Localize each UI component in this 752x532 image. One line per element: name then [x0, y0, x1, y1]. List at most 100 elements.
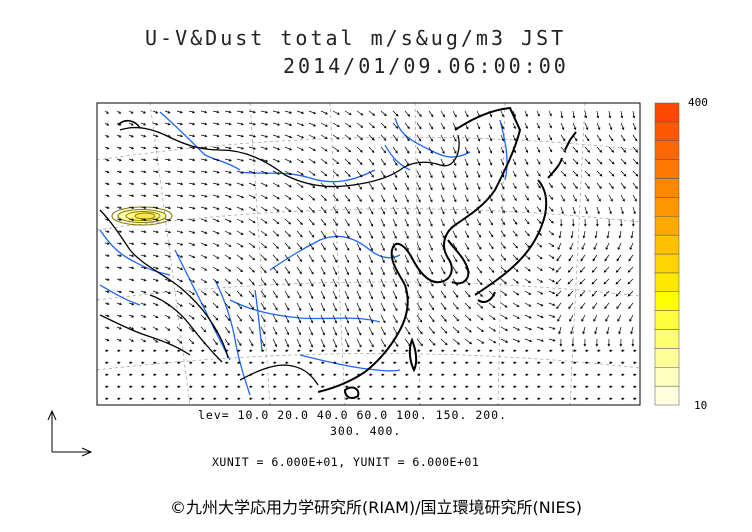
- wind-arrow: [248, 206, 256, 211]
- wind-arrow: [608, 158, 615, 165]
- wind-arrow: [212, 122, 220, 126]
- wind-arrow: [164, 170, 171, 174]
- wind-arrow: [536, 373, 541, 377]
- wind-arrow: [368, 314, 374, 324]
- wind-arrow: [260, 158, 269, 163]
- vector-unit-text: XUNIT = 6.000E+01, YUNIT = 6.000E+01: [212, 455, 480, 469]
- wind-arrow: [572, 349, 577, 353]
- wind-arrow: [572, 194, 577, 202]
- wind-arrow: [500, 338, 509, 343]
- wind-arrow: [524, 110, 528, 117]
- wind-arrow: [224, 182, 232, 186]
- wind-arrow: [524, 266, 531, 272]
- wind-arrow: [607, 338, 611, 347]
- wind-arrow: [440, 266, 446, 275]
- wind-arrow: [452, 230, 457, 239]
- wind-arrow: [404, 373, 409, 377]
- wind-arrow: [595, 218, 599, 227]
- wind-arrow: [284, 338, 290, 348]
- wind-arrow: [320, 278, 326, 288]
- wind-arrow: [571, 218, 575, 227]
- wind-arrow: [248, 146, 257, 150]
- wind-arrow: [176, 146, 184, 150]
- wind-arrow: [608, 182, 614, 190]
- wind-arrow: [476, 385, 481, 389]
- wind-arrow: [296, 134, 305, 139]
- wind-arrow: [308, 206, 315, 214]
- wind-arrow: [224, 385, 229, 389]
- wind-arrow: [128, 110, 134, 114]
- wind-arrow: [416, 302, 422, 311]
- wind-arrow: [344, 110, 352, 116]
- wind-arrow: [332, 242, 338, 251]
- wind-arrow: [200, 349, 205, 353]
- wind-arrow: [536, 206, 542, 213]
- wind-arrow: [272, 206, 280, 212]
- wind-arrow: [632, 182, 638, 190]
- wind-arrow: [560, 361, 565, 365]
- wind-arrow: [416, 134, 422, 142]
- wind-arrow: [248, 170, 257, 175]
- wind-arrow: [224, 206, 232, 211]
- wind-arrow: [548, 254, 555, 259]
- wind-arrow: [380, 397, 385, 401]
- wind-arrow: [428, 373, 433, 377]
- wind-arrow: [200, 230, 208, 234]
- wind-arrow: [557, 242, 562, 251]
- map-timestamp: 2014/01/09.06:00:00: [283, 54, 569, 78]
- wind-arrow: [344, 218, 350, 227]
- wind-arrow: [188, 170, 196, 174]
- wind-arrow: [248, 218, 256, 224]
- wind-arrow: [464, 206, 469, 215]
- wind-arrow: [464, 158, 469, 166]
- wind-arrow: [440, 110, 445, 118]
- wind-arrow: [308, 134, 316, 139]
- wind-arrow: [584, 122, 589, 131]
- wind-arrow: [476, 134, 481, 142]
- wind-arrow: [524, 349, 529, 353]
- wind-arrow: [104, 146, 110, 150]
- wind-arrow: [440, 206, 445, 215]
- wind-arrow: [320, 170, 328, 177]
- wind-arrow: [176, 266, 184, 270]
- wind-arrow: [416, 170, 421, 179]
- wind-arrow: [464, 122, 469, 130]
- wind-arrow: [536, 110, 540, 117]
- wind-arrow: [464, 146, 469, 154]
- wind-arrow: [536, 314, 544, 319]
- parallel-line: [96, 136, 641, 161]
- wind-arrow: [524, 146, 529, 153]
- wind-arrow: [128, 266, 135, 270]
- wind-arrow: [236, 397, 241, 401]
- wind-arrow: [296, 314, 302, 324]
- wind-arrow: [176, 218, 184, 222]
- wind-arrow: [572, 122, 577, 131]
- wind-arrow: [591, 266, 598, 273]
- wind-arrow: [404, 326, 411, 335]
- wind-arrow: [296, 254, 303, 263]
- wind-arrow: [320, 242, 326, 251]
- wind-arrow: [464, 266, 470, 274]
- wind-arrow: [140, 158, 147, 162]
- wind-arrow: [452, 158, 457, 167]
- contour-levels-line1: lev= 10.0 20.0 40.0 60.0 100. 150. 200.: [198, 408, 508, 422]
- wind-arrow: [620, 373, 625, 377]
- wind-arrow: [428, 278, 434, 287]
- wind-arrow: [512, 338, 521, 343]
- wind-arrow: [164, 302, 171, 307]
- wind-arrow: [260, 110, 269, 114]
- wind-arrow: [440, 290, 447, 299]
- wind-arrow: [272, 278, 279, 286]
- wind-arrow: [224, 326, 230, 334]
- dust-colorbar: [654, 102, 680, 406]
- wind-arrow: [152, 134, 159, 138]
- wind-arrow: [524, 134, 528, 142]
- wind-arrow: [200, 397, 205, 401]
- wind-arrow: [260, 218, 268, 224]
- wind-arrow: [368, 373, 373, 377]
- wind-arrow: [296, 385, 301, 389]
- wind-arrow: [152, 206, 159, 210]
- colorbar-segment: [654, 329, 680, 349]
- wind-arrow: [224, 158, 232, 162]
- wind-arrow: [548, 218, 554, 224]
